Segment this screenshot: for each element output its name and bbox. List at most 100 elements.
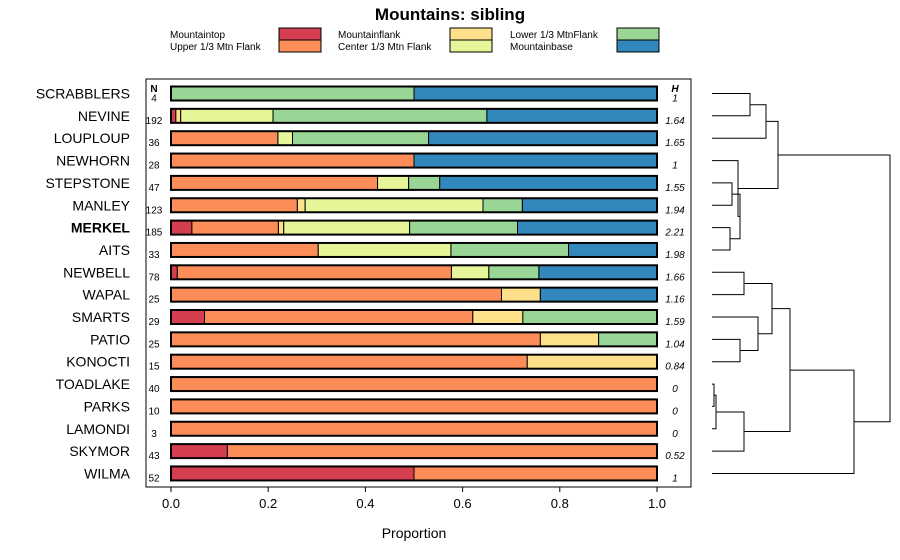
n-value: 25 (148, 295, 160, 306)
bar-segment (283, 220, 411, 236)
bar-outline (170, 264, 658, 281)
bar-outline (170, 85, 658, 102)
bar-segment (450, 264, 490, 280)
category-label: KONOCTI (66, 354, 130, 370)
bar-segment (170, 421, 658, 437)
bar-outline (170, 241, 658, 258)
category-label: SMARTS (72, 309, 130, 325)
legend-label: Center 1/3 Mtn Flank (338, 42, 432, 53)
bar-segment (439, 175, 658, 191)
n-value: 15 (148, 362, 160, 373)
bar-segment (226, 443, 658, 459)
bar-outline (170, 286, 658, 303)
h-value: 2.21 (664, 228, 684, 239)
bar-outline (170, 353, 658, 370)
bar-segment (170, 398, 658, 414)
legend-swatch (278, 39, 322, 53)
bar-row: NEWHORN 28 1 (56, 152, 678, 172)
n-value: 52 (148, 473, 160, 484)
bar-row: STEPSTONE 47 1.55 (45, 174, 685, 194)
bar-segment (500, 287, 541, 303)
bar-row: MANLEY 123 1.94 (72, 197, 685, 216)
dendrogram-branch (778, 154, 891, 423)
n-value: 47 (148, 183, 160, 194)
bar-segment (175, 108, 182, 124)
x-tick-label: 0.0 (162, 496, 180, 511)
h-value: 1.04 (665, 339, 685, 350)
bar-segment (170, 443, 228, 459)
h-value: 1.59 (665, 317, 685, 328)
bar-segment (170, 376, 658, 392)
n-value: 36 (148, 138, 160, 149)
n-value: 10 (148, 406, 160, 417)
legend-swatch (616, 39, 660, 53)
x-tick-label: 0.4 (356, 496, 374, 511)
bar-outline (170, 219, 658, 236)
bar-segment (170, 130, 279, 146)
bar-segment (413, 153, 658, 169)
category-label: TOADLAKE (56, 376, 130, 392)
bar-outline (170, 465, 658, 482)
bar-row: MERKEL 185 2.21 (71, 219, 685, 239)
bar-segment (170, 242, 319, 258)
x-tick-label: 0.6 (454, 496, 472, 511)
x-tick-label: 0.8 (551, 496, 569, 511)
bar-segment (170, 331, 541, 347)
dendrogram-branch (712, 182, 733, 206)
n-value: 185 (146, 228, 163, 239)
h-value: 1 (672, 161, 678, 172)
n-value: 4 (151, 94, 157, 105)
category-label: WAPAL (83, 287, 131, 303)
n-value: 192 (146, 116, 163, 127)
bar-segment (304, 197, 484, 213)
n-value: 28 (148, 161, 160, 172)
category-label: STEPSTONE (45, 175, 130, 191)
bar-segment (176, 264, 452, 280)
n-value: 33 (148, 250, 160, 261)
bar-segment (538, 264, 658, 280)
n-value: 25 (148, 339, 160, 350)
bar-segment (568, 242, 658, 258)
bar-segment (277, 220, 285, 236)
bar-segment (450, 242, 570, 258)
bar-row: AITS 33 1.98 (99, 241, 685, 261)
n-value: 78 (148, 272, 160, 283)
legend-swatch (449, 27, 493, 41)
bar-row: WAPAL 25 1.16 (83, 286, 685, 306)
bar-row: SMARTS 29 1.59 (72, 309, 685, 328)
dendrogram-branch (712, 383, 715, 407)
category-label: WILMA (84, 465, 131, 481)
category-label: PARKS (84, 398, 130, 414)
n-value: 3 (151, 429, 157, 440)
bar-segment (170, 153, 415, 169)
category-label: LAMONDI (66, 421, 130, 437)
bar-outline (170, 152, 658, 169)
dendrogram-branch (744, 308, 791, 432)
n-value: 29 (148, 317, 160, 328)
bar-segment (170, 354, 528, 370)
category-label: NEWBELL (63, 264, 130, 280)
category-label: MERKEL (71, 220, 131, 236)
h-value: 0 (672, 406, 678, 417)
n-value: 43 (148, 451, 160, 462)
bar-segment (191, 220, 279, 236)
bar-row: LOUPLOUP 36 1.65 (54, 130, 685, 149)
bar-segment (180, 108, 274, 124)
bar-segment (204, 309, 474, 325)
dendrogram-branch (712, 369, 855, 474)
x-axis-label: Proportion (382, 525, 447, 541)
bar-segment (317, 242, 452, 258)
bar-outline (170, 443, 658, 460)
bar-segment (170, 197, 298, 213)
bar-segment (170, 465, 415, 481)
legend-swatch (616, 27, 660, 41)
bar-row: KONOCTI 15 0.84 (66, 353, 685, 373)
legend-label: Mountainbase (510, 42, 573, 53)
dendrogram-branch (712, 411, 745, 452)
dendrogram-branch (712, 104, 767, 139)
bar-segment (598, 331, 658, 347)
n-value: 40 (148, 384, 160, 395)
bar-segment (488, 264, 540, 280)
plot-frame (145, 78, 692, 488)
bar-segment (170, 287, 502, 303)
